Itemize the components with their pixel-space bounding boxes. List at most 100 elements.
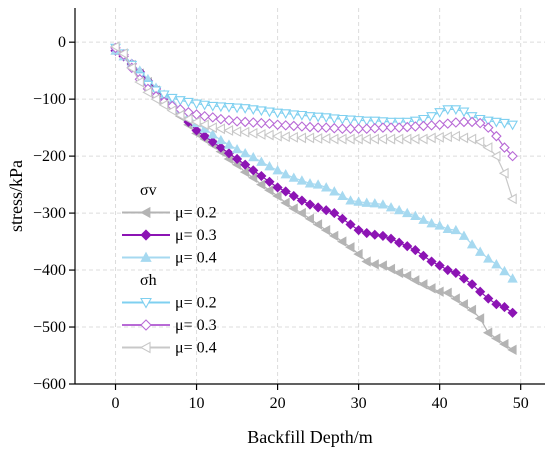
data-point	[466, 304, 477, 316]
data-point	[247, 117, 259, 128]
data-point	[207, 129, 218, 139]
data-point	[166, 93, 178, 104]
data-point	[264, 185, 274, 196]
y-axis-title: stress/kPa	[6, 160, 26, 232]
y-tick-label: −600	[33, 376, 66, 393]
data-point	[499, 118, 510, 129]
legend-group-title: σh	[140, 272, 157, 289]
data-point	[353, 196, 364, 206]
x-tick-label: 50	[513, 395, 529, 412]
data-point	[272, 165, 283, 175]
data-point	[499, 338, 509, 350]
data-point	[401, 121, 413, 133]
data-point	[329, 122, 340, 134]
data-point	[482, 142, 493, 154]
data-point	[426, 120, 437, 131]
data-point	[507, 307, 518, 318]
data-point	[328, 230, 339, 242]
data-point	[369, 229, 380, 240]
data-point	[402, 207, 413, 218]
legend-label: μ= 0.3	[175, 317, 217, 334]
data-point	[506, 193, 517, 205]
data-point	[385, 263, 396, 275]
legend: σv μ= 0.2 μ= 0.3 μ= 0.4 σh μ= 0.2 μ= 0.3 μ= 0.4	[122, 182, 217, 357]
data-point	[329, 186, 340, 196]
legend-marker	[140, 297, 152, 309]
data-point	[442, 287, 452, 299]
data-point	[507, 344, 517, 355]
data-point	[458, 230, 470, 240]
data-point	[385, 202, 397, 212]
data-point	[361, 256, 371, 267]
data-point	[434, 220, 445, 230]
data-point	[491, 259, 502, 269]
data-point	[304, 199, 316, 210]
data-point	[385, 122, 397, 133]
data-point	[296, 195, 307, 206]
data-point	[361, 123, 373, 135]
data-point	[174, 109, 185, 121]
data-point	[466, 116, 478, 128]
legend-label: μ= 0.4	[175, 340, 217, 357]
data-point	[418, 214, 429, 224]
data-point	[272, 182, 283, 193]
data-point	[199, 131, 210, 142]
data-point	[320, 225, 331, 236]
data-point	[345, 123, 356, 135]
data-point	[215, 123, 226, 135]
data-point	[280, 197, 290, 209]
data-point	[482, 122, 494, 133]
data-point	[207, 112, 219, 123]
x-axis-title: Backfill Depth/m	[247, 427, 372, 447]
data-point	[482, 327, 493, 338]
data-point	[190, 116, 201, 128]
data-point	[158, 99, 169, 111]
data-point	[498, 167, 509, 179]
data-point	[337, 213, 348, 224]
data-point	[312, 122, 324, 133]
data-point	[264, 118, 275, 129]
data-point	[369, 122, 381, 134]
data-point	[434, 119, 445, 131]
data-point	[336, 114, 348, 125]
data-point	[393, 267, 404, 279]
data-point	[304, 178, 316, 188]
data-point	[450, 130, 461, 142]
data-point	[256, 170, 267, 182]
x-tick-label: 30	[351, 395, 367, 412]
data-point	[499, 142, 510, 153]
data-point	[369, 259, 379, 270]
data-point	[458, 273, 470, 284]
x-tick-label: 10	[189, 395, 205, 412]
data-point	[232, 153, 243, 165]
data-point	[328, 114, 340, 125]
y-tick-label: −100	[33, 91, 66, 108]
data-point	[158, 90, 170, 101]
data-point	[280, 109, 292, 120]
data-point	[450, 293, 460, 304]
data-point	[264, 176, 275, 187]
y-tick-label: −200	[33, 148, 66, 165]
data-point	[474, 246, 486, 256]
data-point	[263, 129, 274, 141]
data-point	[223, 114, 235, 126]
data-point	[247, 172, 258, 183]
data-point	[288, 172, 299, 182]
data-point	[345, 219, 356, 230]
data-point	[410, 275, 420, 286]
data-point	[126, 62, 136, 74]
data-point	[442, 264, 453, 276]
data-point	[417, 133, 428, 145]
data-point	[174, 96, 186, 106]
data-point	[296, 207, 306, 219]
data-point	[239, 126, 250, 138]
data-point	[329, 208, 340, 219]
data-point	[369, 116, 381, 127]
data-point	[142, 86, 153, 98]
data-point	[418, 279, 428, 290]
data-point	[288, 110, 300, 121]
data-point	[426, 256, 437, 267]
data-point	[450, 224, 462, 235]
axes: 0 10 20 30 40 50 0 −100 −200 −300 −400 −500 −600	[33, 8, 545, 412]
